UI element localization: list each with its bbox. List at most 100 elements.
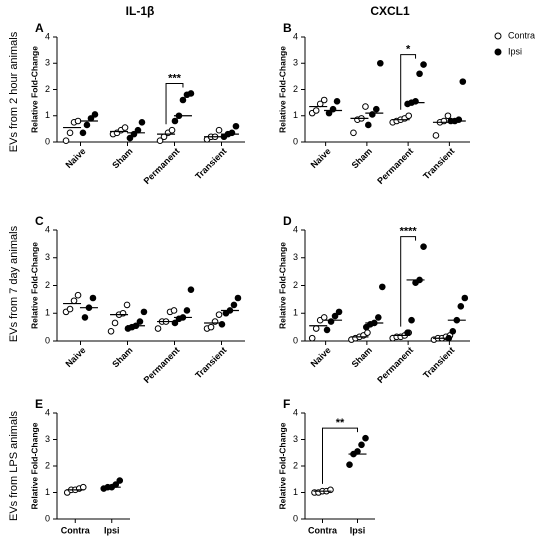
significance-bracket (400, 54, 417, 110)
y-axis-label: Relative Fold-Change (277, 422, 287, 509)
point (373, 105, 380, 113)
point (329, 105, 337, 113)
point (350, 129, 357, 137)
point (156, 137, 164, 144)
significance-label: * (406, 43, 411, 55)
point (89, 294, 97, 302)
y-tick-label: 4 (293, 224, 298, 234)
point (455, 116, 463, 123)
point (121, 124, 129, 131)
significance-label: *** (168, 72, 182, 84)
y-tick-label: 0 (45, 513, 50, 523)
point (333, 98, 341, 105)
y-axis-label: Relative Fold-Change (29, 422, 39, 509)
y-tick-label: 4 (293, 31, 298, 41)
x-tick-label: Naive (64, 345, 88, 369)
point (140, 308, 148, 316)
point (346, 461, 353, 468)
point (107, 327, 115, 335)
point (170, 307, 178, 314)
point (230, 301, 238, 309)
x-tick-label: Naive (64, 146, 88, 170)
legend-marker (494, 32, 502, 40)
point (335, 308, 343, 316)
point (459, 78, 467, 85)
point (234, 294, 242, 302)
point (354, 448, 361, 455)
x-tick-label: Contra (61, 525, 91, 535)
point (171, 319, 179, 327)
point (215, 311, 223, 318)
point (327, 486, 334, 494)
point (70, 297, 78, 305)
y-tick-label: 1 (45, 308, 50, 318)
point (444, 112, 452, 120)
row-label: EVs from 7 day animals (8, 225, 20, 342)
point (154, 325, 162, 332)
x-tick-label: Permanent (375, 146, 415, 186)
y-tick-label: 4 (45, 407, 50, 417)
point (449, 327, 457, 335)
point (62, 137, 70, 144)
point (457, 303, 465, 310)
point (111, 319, 119, 327)
point (91, 111, 99, 118)
x-tick-label: Sham (110, 146, 134, 170)
point (171, 117, 179, 125)
row-label: EVs from 2 hour animals (8, 31, 20, 152)
point (207, 323, 215, 331)
point (232, 122, 240, 130)
x-tick-label: Naive (309, 146, 333, 170)
x-tick-label: Permanent (375, 345, 415, 385)
point (320, 314, 328, 321)
y-axis-label: Relative Fold-Change (29, 242, 39, 329)
y-tick-label: 3 (293, 252, 298, 262)
legend-label: Ipsi (508, 46, 522, 56)
y-tick-label: 2 (45, 280, 50, 290)
y-tick-label: 1 (293, 110, 298, 120)
y-tick-label: 3 (293, 434, 298, 444)
point (187, 286, 195, 293)
column-title: CXCL1 (370, 4, 410, 18)
x-tick-label: Transient (193, 146, 228, 181)
y-tick-label: 2 (293, 280, 298, 290)
y-axis-label: Relative Fold-Change (277, 242, 287, 329)
panel-label: A (35, 21, 44, 35)
point (362, 434, 369, 442)
panel-label: E (35, 397, 43, 411)
point (79, 129, 87, 137)
y-tick-label: 0 (293, 513, 298, 523)
point (461, 294, 469, 302)
panel-label: B (283, 21, 292, 35)
point (123, 301, 131, 309)
point (331, 312, 339, 320)
panel-label: C (35, 214, 44, 228)
point (416, 70, 423, 78)
significance-bracket (165, 82, 184, 125)
point (405, 112, 413, 120)
point (408, 316, 415, 324)
point (187, 90, 195, 97)
x-tick-label: Transient (193, 345, 228, 380)
y-tick-label: 3 (45, 58, 50, 68)
panel-label: D (283, 214, 292, 228)
x-tick-label: Naive (309, 345, 333, 369)
point (79, 483, 87, 491)
point (83, 121, 91, 129)
y-tick-label: 1 (293, 487, 298, 497)
y-tick-label: 4 (45, 31, 50, 41)
point (364, 329, 371, 336)
point (362, 103, 369, 110)
row-label: EVs from LPS animals (8, 410, 20, 521)
point (312, 325, 320, 332)
point (440, 117, 448, 125)
y-tick-label: 2 (45, 460, 50, 470)
y-tick-label: 2 (293, 460, 298, 470)
point (183, 307, 191, 314)
x-tick-label: Contra (308, 525, 338, 535)
point (126, 134, 134, 142)
point (445, 334, 453, 342)
y-tick-label: 0 (293, 136, 298, 146)
significance-label: **** (400, 226, 418, 238)
point (365, 121, 372, 129)
